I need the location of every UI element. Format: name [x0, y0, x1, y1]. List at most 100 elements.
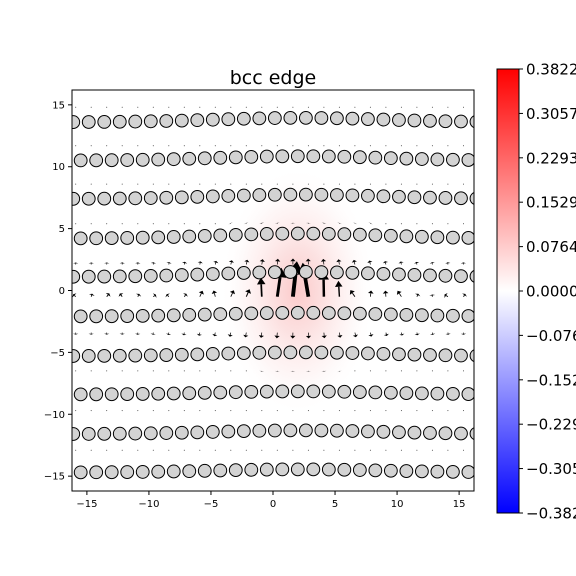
atom-marker: [183, 74, 196, 87]
atom-marker: [128, 426, 143, 441]
atom-marker: [352, 150, 367, 165]
displacement-arrow: [354, 183, 356, 185]
displacement-arrow: [75, 449, 77, 451]
atom-marker: [423, 348, 437, 362]
atom-marker: [252, 111, 267, 126]
atom-marker: [298, 110, 313, 125]
colorbar-tick-label: −0.3822: [526, 505, 576, 523]
atom-marker: [73, 309, 88, 324]
atom-marker: [321, 384, 336, 399]
displacement-arrow: [336, 259, 342, 265]
displacement-arrow: [230, 183, 232, 185]
atom-marker: [197, 229, 212, 243]
displacement-arrow: [104, 332, 110, 335]
atom-marker: [190, 347, 205, 362]
displacement-arrow: [323, 183, 325, 185]
displacement-arrow: [227, 332, 233, 337]
atom-marker: [182, 308, 197, 322]
atom-marker: [89, 153, 104, 168]
x-tick-label: −5: [204, 499, 219, 510]
displacement-arrow: [276, 449, 278, 451]
atom-marker: [414, 386, 429, 401]
atom-marker: [174, 425, 189, 440]
atom-marker: [244, 150, 259, 164]
displacement-arrow: [152, 106, 154, 108]
displacement-arrow: [198, 290, 204, 297]
displacement-arrow: [261, 183, 263, 185]
atom-marker: [368, 385, 383, 400]
displacement-arrow: [385, 183, 387, 185]
atom-marker: [290, 384, 305, 399]
atom-marker: [454, 348, 468, 363]
displacement-arrow: [90, 410, 92, 412]
atom-marker: [383, 385, 398, 400]
atom-marker: [337, 384, 352, 399]
y-tick-label: −5: [50, 348, 65, 359]
atom-marker: [407, 113, 422, 128]
displacement-arrow: [168, 183, 170, 185]
atom-marker: [252, 265, 267, 280]
atom-marker: [469, 269, 474, 283]
atom-marker: [121, 74, 134, 87]
atom-marker: [438, 114, 453, 129]
displacement-arrow: [244, 259, 250, 265]
displacement-arrow: [369, 449, 371, 451]
displacement-arrow: [431, 145, 433, 147]
atom-marker: [306, 462, 321, 477]
atom-marker: [252, 345, 267, 360]
displacement-arrow: [245, 183, 247, 185]
atom-marker: [399, 151, 414, 166]
displacement-arrow: [135, 332, 141, 335]
displacement-arrow: [338, 106, 340, 108]
displacement-arrow: [307, 183, 309, 185]
displacement-arrow: [274, 332, 280, 339]
atom-marker: [461, 387, 474, 401]
atom-marker: [198, 74, 211, 87]
atom-marker: [128, 269, 143, 284]
atom-marker: [128, 348, 143, 363]
atom-marker: [221, 424, 236, 439]
displacement-arrow: [349, 290, 356, 297]
atom-marker: [151, 308, 166, 323]
atom-marker: [81, 349, 96, 363]
displacement-arrow: [150, 332, 156, 335]
atom-marker: [430, 464, 445, 479]
displacement-arrow: [199, 410, 201, 412]
displacement-arrow: [168, 145, 170, 147]
displacement-arrow: [429, 294, 436, 297]
atom-marker: [345, 111, 360, 126]
displacement-arrow: [431, 370, 433, 372]
atom-marker: [461, 153, 474, 167]
displacement-arrow: [245, 449, 247, 451]
atom-marker: [392, 267, 406, 282]
atom-marker: [469, 349, 474, 363]
atom-marker: [407, 347, 422, 362]
atom-marker: [213, 463, 228, 478]
displacement-arrow: [72, 293, 77, 298]
atom-marker: [361, 188, 375, 203]
atom-marker: [290, 462, 305, 477]
displacement-arrow: [338, 410, 340, 412]
displacement-arrow: [73, 332, 79, 335]
atom-marker: [74, 74, 87, 87]
colorbar-tick-label: 0.0000: [526, 283, 576, 301]
atom-marker: [182, 464, 197, 479]
displacement-arrow: [152, 145, 154, 147]
atom-marker: [423, 190, 437, 205]
atom-marker: [81, 191, 96, 206]
displacement-arrow: [166, 262, 172, 265]
atom-marker: [267, 187, 282, 202]
atom-marker: [469, 115, 474, 129]
displacement-arrow: [414, 261, 420, 265]
atom-marker: [352, 385, 367, 399]
atom-marker: [430, 308, 445, 323]
displacement-arrow: [354, 145, 356, 147]
displacement-arrow: [197, 261, 203, 265]
atom-marker: [298, 423, 313, 438]
displacement-arrow: [137, 410, 139, 412]
displacement-arrow: [463, 106, 464, 108]
displacement-arrow: [150, 262, 156, 265]
atom-marker: [197, 463, 212, 478]
colorbar-tick-label: −0.2293: [526, 416, 576, 434]
atom-marker: [345, 424, 360, 438]
